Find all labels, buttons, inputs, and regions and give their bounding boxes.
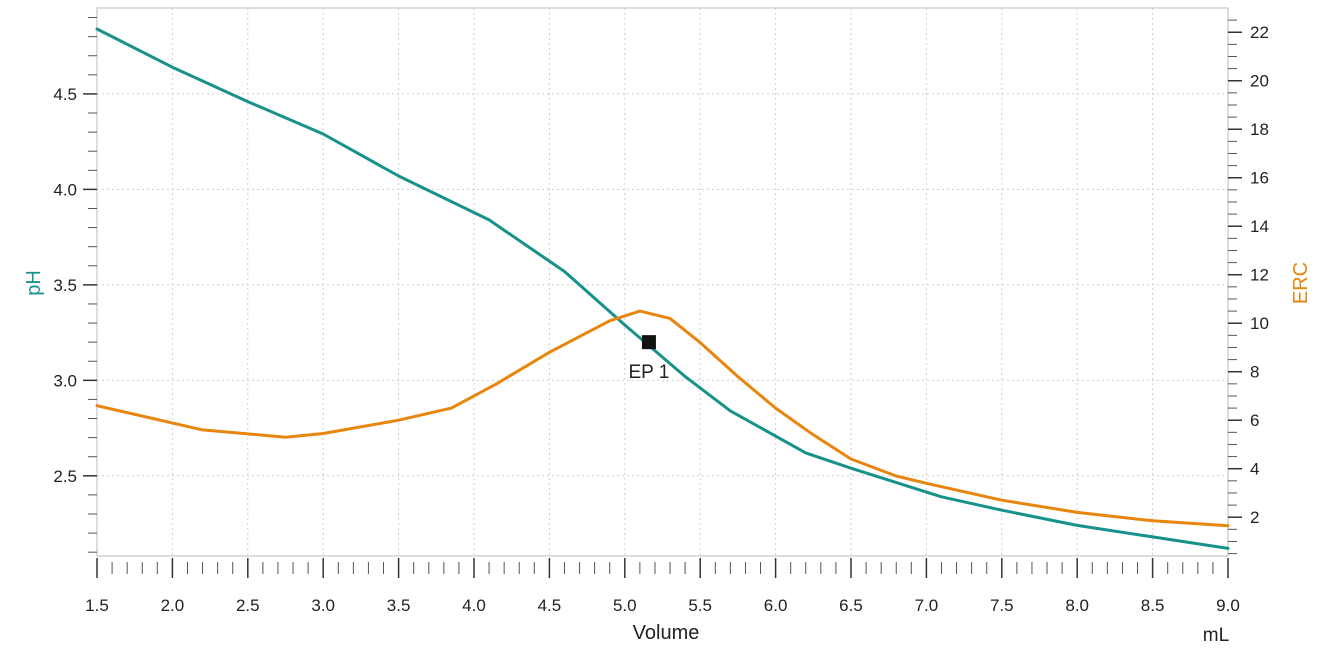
x-axis-unit: mL (1203, 625, 1229, 646)
x-tick-label: 4.0 (462, 596, 486, 615)
y-left-tick-label: 4.0 (53, 180, 77, 199)
y-right-tick-label: 18 (1250, 120, 1269, 139)
x-tick-label: 2.5 (236, 596, 260, 615)
x-tick-label: 4.5 (538, 596, 562, 615)
series-line-erc (95, 309, 1230, 528)
x-tick-label: 8.0 (1065, 596, 1089, 615)
x-tick-label: 6.5 (839, 596, 863, 615)
y-right-tick-label: 4 (1250, 460, 1259, 479)
endpoint-marker (641, 335, 656, 350)
x-tick-label: 6.0 (764, 596, 788, 615)
x-tick-label: 7.5 (990, 596, 1014, 615)
y-right-tick-label: 20 (1250, 72, 1269, 91)
x-tick-label: 7.0 (915, 596, 939, 615)
x-tick-label: 3.0 (311, 596, 335, 615)
y-left-tick-label: 2.5 (53, 467, 77, 486)
x-axis-title: Volume (633, 622, 700, 644)
x-tick-label: 5.5 (688, 596, 712, 615)
right-axis-title: ERC (1290, 262, 1312, 304)
endpoint-label: EP 1 (628, 362, 669, 383)
y-right-tick-label: 10 (1250, 314, 1269, 333)
x-tick-label: 8.5 (1141, 596, 1165, 615)
series-line-ph (95, 27, 1230, 550)
y-right-tick-label: 14 (1250, 217, 1269, 236)
y-right-tick-label: 16 (1250, 169, 1269, 188)
grid-lines (97, 8, 1228, 556)
y-right-tick-label: 12 (1250, 266, 1269, 285)
series-layer (95, 27, 1230, 550)
y-left-tick-label: 3.5 (53, 276, 77, 295)
y-right-tick-label: 6 (1250, 411, 1259, 430)
annotation-layer: EP 1 (628, 335, 669, 383)
y-right-tick-label: 2 (1250, 508, 1259, 527)
plot-area-border (96, 7, 1229, 557)
left-axis-title: pH (23, 270, 45, 296)
axes: 1.5 2.0 2.5 3.0 3.5 4.0 4.5 5.0 5.5 6.0 6.5 7.0 7.5 8… (53, 17, 1269, 615)
y-left-tick-label: 3.0 (53, 371, 77, 390)
y-right-tick-label: 22 (1250, 23, 1269, 42)
y-right-tick-label: 8 (1250, 363, 1259, 382)
y-left-tick-label: 4.5 (53, 85, 77, 104)
x-tick-label: 3.5 (387, 596, 411, 615)
x-tick-label: 5.0 (613, 596, 637, 615)
x-tick-label: 2.0 (161, 596, 185, 615)
x-tick-label: 9.0 (1216, 596, 1240, 615)
x-tick-label: 1.5 (85, 596, 109, 615)
